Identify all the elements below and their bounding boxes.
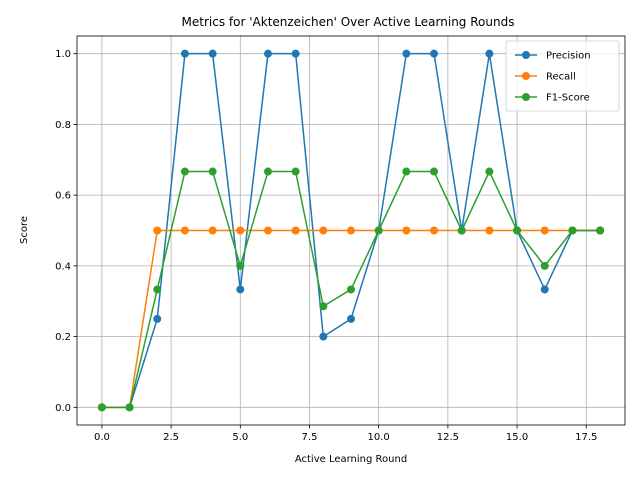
legend-box <box>505 40 620 112</box>
precision-point <box>540 285 549 294</box>
x-axis-label: Active Learning Round <box>295 454 407 465</box>
legend-precision-marker <box>522 51 530 59</box>
recall-point <box>208 226 217 235</box>
f1-score-point <box>374 226 383 235</box>
precision-point <box>402 49 411 58</box>
plot-frame <box>76 35 626 426</box>
recall-point <box>319 226 328 235</box>
x-tick-label: 15.0 <box>506 432 528 443</box>
recall-point <box>291 226 300 235</box>
x-tick-label: 0.0 <box>94 432 110 443</box>
x-tick-label: 17.5 <box>575 432 597 443</box>
precision-point <box>291 49 300 58</box>
axis-ticks: 0.0 2.5 5.0 7.5 10.0 12.5 15.0 17.5 0.0 0.2 0.4 0.6… <box>55 49 597 443</box>
precision-point <box>153 314 162 323</box>
chart-title: Metrics for 'Aktenzeichen' Over Active L… <box>182 15 515 29</box>
precision-point <box>319 332 328 341</box>
f1-score-point <box>485 167 494 176</box>
y-tick-label: 0.8 <box>55 120 71 131</box>
y-tick-label: 0.2 <box>55 332 71 343</box>
recall-point <box>402 226 411 235</box>
f1-score-point <box>347 285 355 294</box>
f1-score-point <box>125 403 134 412</box>
y-tick-label: 1.0 <box>55 49 71 60</box>
f1-score-point <box>457 226 466 235</box>
legend-recall-label: Recall <box>546 72 576 83</box>
recall-point <box>180 226 189 235</box>
f1-score-point <box>291 167 300 176</box>
x-tick-label: 5.0 <box>232 432 248 443</box>
legend-f1-score-marker <box>522 93 530 101</box>
f1-score-point <box>153 285 162 294</box>
series-lines <box>97 49 605 412</box>
precision-point <box>208 49 217 58</box>
y-tick-label: 0.6 <box>55 191 71 202</box>
x-tick-label: 2.5 <box>163 432 179 443</box>
f1-score-point <box>319 302 328 311</box>
x-tick-label: 10.0 <box>368 432 390 443</box>
precision-point <box>430 49 439 58</box>
f1-score-point <box>540 261 549 270</box>
legend-recall-marker <box>522 72 530 80</box>
precision-point <box>485 49 494 58</box>
x-tick-label: 12.5 <box>437 432 459 443</box>
recall-point <box>347 226 355 235</box>
f1-score-point <box>513 226 522 235</box>
precision-point <box>347 314 355 323</box>
f1-score-point <box>236 261 245 270</box>
f1-score-point <box>208 167 217 176</box>
f1-score-point <box>596 226 605 235</box>
f1-score-point <box>97 403 106 412</box>
y-tick-label: 0.0 <box>55 403 71 414</box>
f1-score-point <box>402 167 411 176</box>
precision-point <box>263 49 272 58</box>
precision-point <box>236 285 245 294</box>
legend-f1-score-label: F1-Score <box>546 93 590 104</box>
x-tick-label: 7.5 <box>302 432 318 443</box>
y-axis-label: Score <box>19 216 30 244</box>
recall-point <box>263 226 272 235</box>
legend-precision-label: Precision <box>546 51 591 62</box>
recall-point <box>153 226 162 235</box>
legend: Precision Recall F1-Score <box>505 40 620 112</box>
f1-score-point <box>568 226 577 235</box>
recall-point <box>236 226 245 235</box>
f1-score-point <box>430 167 439 176</box>
recall-point <box>540 226 549 235</box>
y-tick-label: 0.4 <box>55 261 71 272</box>
f1-score-point <box>263 167 272 176</box>
precision-point <box>180 49 189 58</box>
f1-score-point <box>180 167 189 176</box>
recall-point <box>430 226 439 235</box>
recall-point <box>485 226 494 235</box>
